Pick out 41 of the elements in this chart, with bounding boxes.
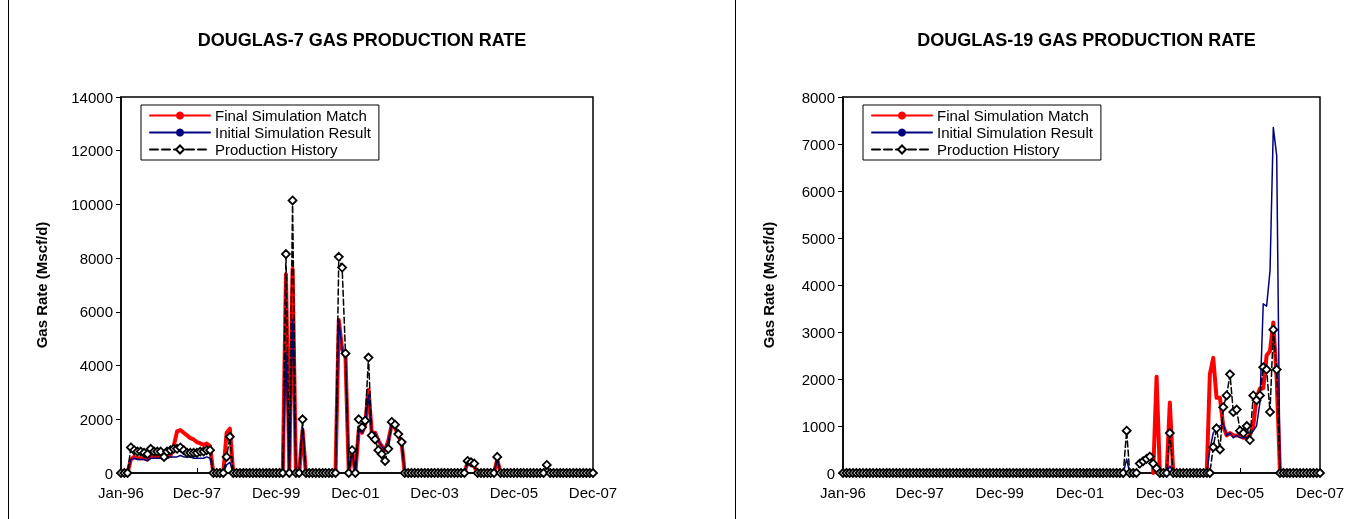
legend-label: Production History [937, 141, 1061, 158]
y-axis-title: Gas Rate (Mscf/d) [760, 221, 777, 349]
y-tick-label: 7000 [801, 135, 835, 153]
x-tick-label: Dec-03 [410, 484, 459, 501]
legend-label: Final Simulation Match [215, 107, 367, 124]
x-tick-label: Dec-03 [1135, 484, 1185, 501]
legend-label: Production History [215, 141, 339, 158]
y-tick-label: 6000 [801, 182, 835, 200]
y-tick-label: 4000 [801, 276, 835, 294]
x-tick-label: Dec-01 [331, 484, 380, 501]
y-axis-title: Gas Rate (Mscf/d) [33, 221, 50, 349]
x-tick-label: Dec-97 [172, 484, 222, 501]
y-tick-label: 14000 [71, 88, 113, 106]
x-tick-label: Dec-07 [1295, 484, 1345, 501]
y-tick-label: 2000 [79, 410, 113, 428]
y-tick-label: 6000 [79, 303, 113, 321]
x-tick-label: Dec-99 [975, 484, 1024, 501]
x-tick-label: Dec-05 [1215, 484, 1265, 501]
x-tick-label: Dec-01 [1055, 484, 1105, 501]
x-tick-label: Jan-96 [820, 484, 866, 501]
x-tick-label: Dec-07 [568, 484, 618, 501]
legend-label: Final Simulation Match [937, 107, 1089, 124]
y-tick-label: 12000 [71, 142, 113, 160]
y-tick-label: 0 [826, 464, 835, 482]
y-tick-label: 8000 [79, 249, 113, 267]
y-tick-label: 10000 [71, 195, 113, 213]
y-tick-label: 0 [104, 464, 113, 482]
y-tick-label: 8000 [801, 88, 835, 106]
y-tick-label: 5000 [801, 229, 835, 247]
legend-label: Initial Simulation Result [937, 124, 1094, 141]
x-tick-label: Dec-05 [489, 484, 539, 501]
legend-label: Initial Simulation Result [215, 124, 372, 141]
x-tick-label: Dec-97 [895, 484, 944, 501]
y-tick-label: 1000 [801, 417, 835, 435]
y-tick-label: 3000 [801, 323, 835, 341]
x-tick-label: Jan-96 [98, 484, 144, 501]
x-tick-label: Dec-99 [251, 484, 301, 501]
y-tick-label: 4000 [79, 357, 113, 375]
y-tick-label: 2000 [801, 370, 835, 388]
chart-title: DOUGLAS-7 GAS PRODUCTION RATE [197, 30, 527, 50]
chart-title: DOUGLAS-19 GAS PRODUCTION RATE [917, 30, 1256, 50]
